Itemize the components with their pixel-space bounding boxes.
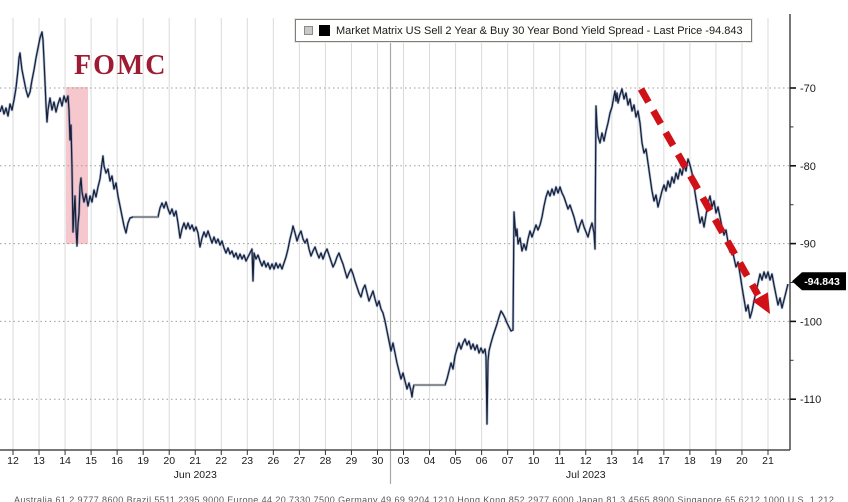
trend-arrow-line [637,87,762,297]
x-tick-label: 18 [684,455,696,467]
x-tick-label: 21 [189,455,201,467]
gridlines-y [0,87,790,400]
y-tick-label: -110 [800,394,821,406]
x-axis-labels: 12 13 14 15 16 19 20 21 22 23 26 27 28 29 30 03 04 05 06 07… [7,450,774,467]
x-tick-label: 22 [215,455,227,467]
x-tick-label: 29 [346,455,358,467]
x-tick-label: 19 [137,455,149,467]
legend-series-swatch-icon [319,25,330,36]
x-tick-label: 27 [294,455,306,467]
y-tick-label: -70 [800,83,816,95]
clipped-footer-text: Australia 61 2 9777 8600 Brazil 5511 239… [14,495,834,502]
x-tick-label: 05 [450,455,462,467]
x-tick-label: 28 [320,455,332,467]
y-tick-label: -100 [800,316,822,328]
x-tick-label: 07 [502,455,514,467]
gridlines-x [12,18,769,450]
x-tick-label: 16 [111,455,123,467]
price-line-halo [0,30,790,426]
legend-toggle-icon[interactable] [304,26,313,35]
x-tick-label: 20 [736,455,748,467]
y-tick-label: -90 [800,239,816,251]
x-tick-label: 19 [710,455,722,467]
price-line [0,31,789,425]
last-price-badge-text: -94.843 [804,276,840,288]
x-tick-label: 11 [554,455,565,467]
trend-arrow-head-icon [752,292,770,314]
x-tick-label: 26 [267,455,279,467]
x-tick-label: 30 [372,455,384,467]
x-tick-label: 04 [424,455,436,467]
month-labels: Jun 2023 Jul 2023 [174,469,606,481]
x-tick-label: 14 [632,455,644,467]
x-tick-label: 20 [163,455,175,467]
x-tick-label: 10 [528,455,540,467]
x-tick-label: 13 [33,455,45,467]
x-tick-label: 03 [398,455,410,467]
legend-label: Market Matrix US Sell 2 Year & Buy 30 Ye… [336,24,743,37]
x-tick-label: 17 [658,455,670,467]
legend-box[interactable]: Market Matrix US Sell 2 Year & Buy 30 Ye… [295,19,752,42]
x-tick-label: 21 [762,455,774,467]
month-label: Jul 2023 [566,469,606,481]
x-tick-label: 14 [59,455,71,467]
fomc-annotation: FOMC [74,50,168,81]
x-tick-label: 13 [606,455,618,467]
y-axis-labels: -70 -80 -90 -100 -110 [790,83,822,406]
x-tick-label: 12 [7,455,19,467]
x-tick-label: 12 [580,455,592,467]
last-price-badge [792,272,846,291]
month-label: Jun 2023 [174,469,217,481]
x-tick-label: 15 [85,455,97,467]
y-tick-label: -80 [800,161,816,173]
x-tick-label: 23 [241,455,253,467]
x-tick-label: 06 [476,455,488,467]
